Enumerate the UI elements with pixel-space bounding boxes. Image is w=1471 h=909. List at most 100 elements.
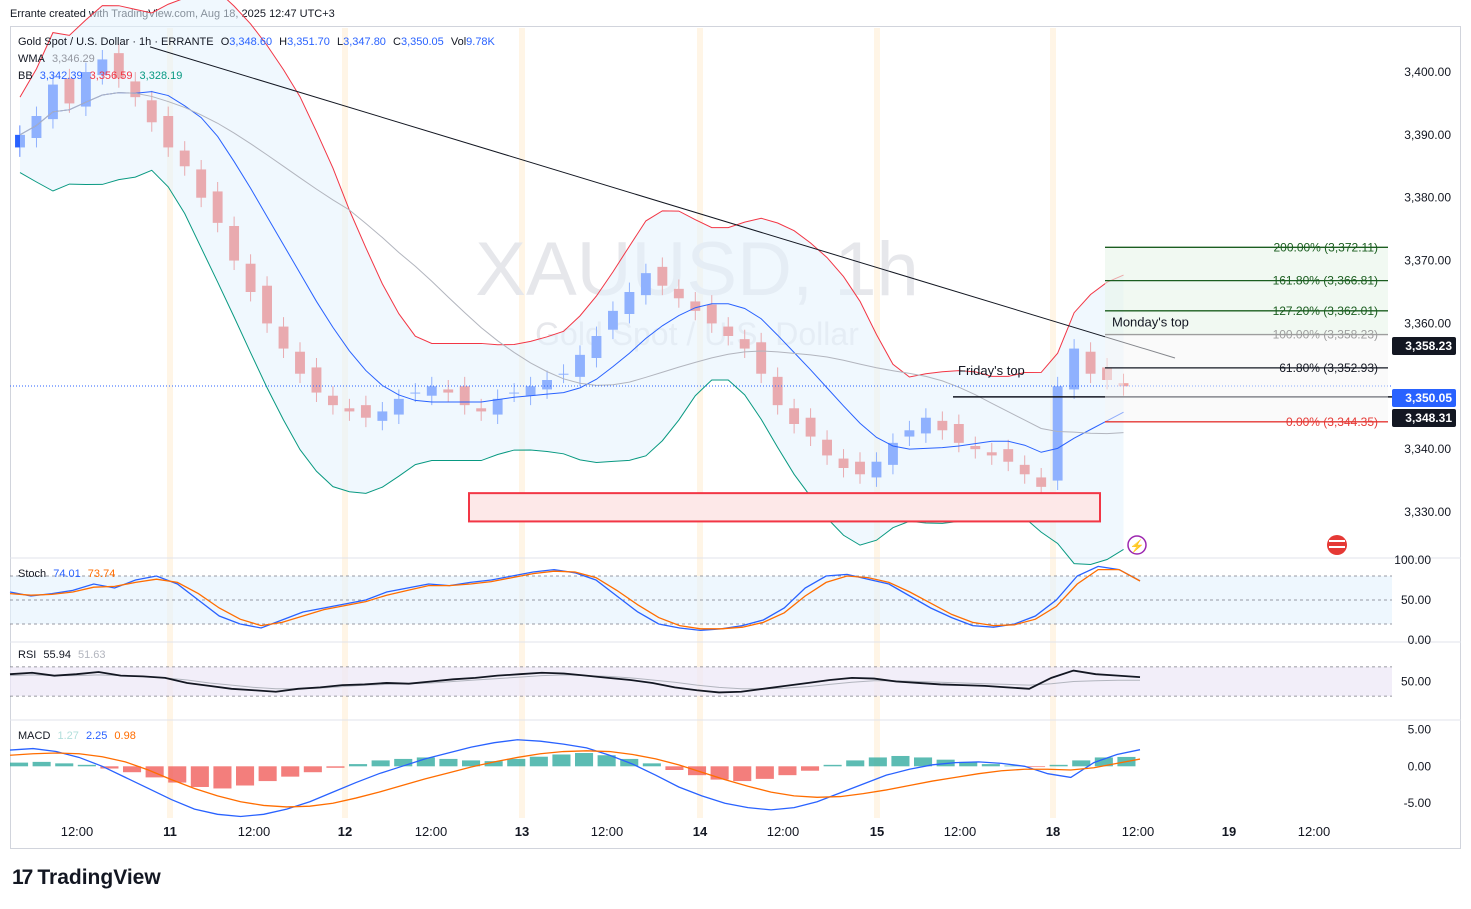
rsi-tick-0: 50.00 <box>1401 675 1431 689</box>
stoch-k: 74.01 <box>53 568 81 580</box>
macd-hist-bar-10 <box>236 766 255 786</box>
rsi-legend[interactable]: RSI 55.94 51.63 <box>18 649 110 661</box>
stoch-legend[interactable]: Stoch 74.01 73.74 <box>18 568 119 580</box>
macd-hist: 1.27 <box>57 730 79 742</box>
us-flag-stripe-icon <box>1329 540 1345 542</box>
macd-tick-2: -5.00 <box>1404 796 1432 810</box>
legend-close: 3,350.05 <box>400 36 444 48</box>
macd-hist-bar-11 <box>258 766 277 782</box>
price-tag-bg-0 <box>1392 337 1456 355</box>
macd-legend[interactable]: MACD 1.27 2.25 0.98 <box>18 730 140 742</box>
price-tick-3: 3,370.00 <box>1404 254 1451 268</box>
wma-line <box>19 92 1124 435</box>
bb-label: BB <box>18 70 33 82</box>
time-tick-12: 12:00 <box>1122 824 1155 839</box>
wma-label: WMA <box>18 53 45 65</box>
macd-hist-bar-2 <box>55 763 74 767</box>
us-flag-icon <box>1327 535 1347 555</box>
fib-label-5: 0.00% (3,344.35) <box>1286 415 1378 429</box>
macd-hist-bar-38 <box>868 757 887 767</box>
macd-tick-0: 5.00 <box>1408 722 1432 736</box>
legend-title[interactable]: Gold Spot / U.S. Dollar · 1h · ERRANTE <box>18 36 214 48</box>
legend-high: 3,351.70 <box>287 36 330 48</box>
time-tick-10: 12:00 <box>944 824 977 839</box>
signal-line <box>9 750 1141 808</box>
time-tick-7: 14 <box>693 824 708 839</box>
time-tick-5: 13 <box>515 824 529 839</box>
price-tag-0: 3,358.23 <box>1405 339 1452 353</box>
macd-hist-bar-16 <box>371 760 390 767</box>
price-tag-1: 3,350.05 <box>1405 391 1452 405</box>
macd-signal-value: 0.98 <box>114 730 136 742</box>
rsi-line <box>9 669 1141 694</box>
macd-hist-bar-37 <box>846 760 865 767</box>
macd-hist-bar-22 <box>507 758 526 767</box>
time-tick-8: 12:00 <box>767 824 800 839</box>
stoch-d-line <box>9 568 1141 630</box>
support-zone <box>468 492 1101 523</box>
macd-hist-bar-5 <box>123 766 142 773</box>
tradingview-logo-text: TradingView <box>37 866 161 889</box>
macd-hist-bar-24 <box>552 754 571 767</box>
time-tick-9: 15 <box>870 824 884 839</box>
price-tick-6: 3,330.00 <box>1404 505 1451 519</box>
bb-lower-line <box>19 169 1124 565</box>
lightning-event-icon <box>1127 535 1147 555</box>
macd-hist-bar-25 <box>575 753 594 767</box>
bb-basis-line <box>19 91 1124 453</box>
fridays-top-label: Friday's top <box>958 363 1025 378</box>
macd-hist-bar-40 <box>914 757 933 767</box>
rsi-value: 55.94 <box>43 649 71 661</box>
main-legend-row: Gold Spot / U.S. Dollar · 1h · ERRANTE O… <box>18 36 499 48</box>
macd-hist-bar-4 <box>100 766 119 769</box>
wma-legend-row[interactable]: WMA 3,346.29 <box>18 53 99 65</box>
time-tick-6: 12:00 <box>591 824 624 839</box>
tradingview-logo-icon: 17 <box>12 866 33 889</box>
time-tick-14: 12:00 <box>1298 824 1331 839</box>
fib-label-1: 161.80% (3,366.81) <box>1273 274 1378 288</box>
stoch-k-line <box>9 565 1141 632</box>
time-tick-1: 11 <box>163 824 177 839</box>
bb-fill <box>20 0 1124 565</box>
mondays-top-label: Monday's top <box>1112 315 1189 330</box>
price-tag-2: 3,348.31 <box>1405 411 1452 425</box>
stoch-label: Stoch <box>18 568 47 580</box>
tradingview-logo[interactable]: 17 TradingView <box>12 866 161 890</box>
macd-line <box>9 739 1141 818</box>
price-tick-5: 3,340.00 <box>1404 442 1451 456</box>
session-break-3 <box>697 28 703 818</box>
macd-hist-bar-44 <box>1004 765 1023 767</box>
stoch-d: 73.74 <box>87 568 116 580</box>
macd-hist-bar-36 <box>823 764 842 767</box>
time-tick-11: 18 <box>1046 824 1060 839</box>
rsi-ma: 51.63 <box>78 649 106 661</box>
macd-hist-bar-1 <box>32 761 51 767</box>
price-tick-0: 3,400.00 <box>1404 65 1451 79</box>
macd-hist-bar-6 <box>145 766 164 778</box>
rsi-band <box>10 666 1392 697</box>
macd-hist-bar-32 <box>733 766 752 782</box>
macd-hist-bar-7 <box>168 766 187 783</box>
macd-label: MACD <box>18 730 51 742</box>
macd-hist-bar-12 <box>281 766 300 777</box>
macd-hist-bar-17 <box>394 758 413 767</box>
fib-label-4: 61.80% (3,352.93) <box>1279 361 1378 375</box>
time-tick-4: 12:00 <box>415 824 448 839</box>
stoch-tick-0: 100.00 <box>1394 553 1431 567</box>
fib-label-0: 200.00% (3,372.11) <box>1273 240 1378 254</box>
us-flag-stripe2-icon <box>1329 546 1345 548</box>
legend-open: 3,348.60 <box>229 36 273 48</box>
macd-hist-bar-39 <box>891 755 910 767</box>
bb-basis: 3,342.39 <box>39 70 83 82</box>
macd-hist-bar-29 <box>665 766 684 770</box>
macd-hist-bar-45 <box>1027 766 1046 768</box>
time-tick-3: 12 <box>338 824 352 839</box>
macd-hist-bar-19 <box>439 758 458 767</box>
macd-hist-bar-23 <box>529 756 548 767</box>
macd-hist-bar-42 <box>959 761 978 767</box>
bb-legend-row[interactable]: BB 3,342.39 3,356.59 3,328.19 <box>18 70 186 82</box>
macd-hist-bar-13 <box>303 766 322 773</box>
macd-hist-bar-35 <box>801 766 820 771</box>
bb-lower: 3,328.19 <box>139 70 183 82</box>
